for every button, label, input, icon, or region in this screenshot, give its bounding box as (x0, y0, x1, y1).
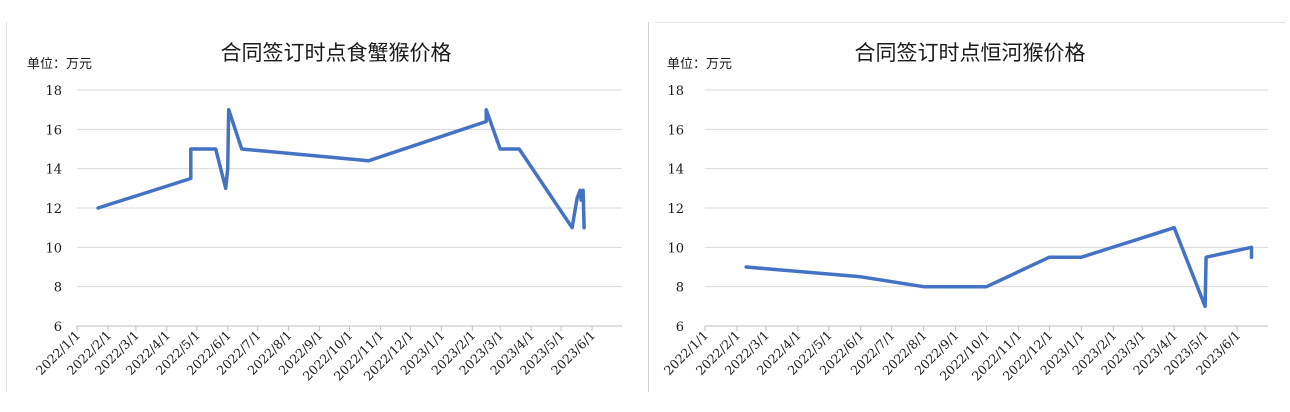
y-tick-label: 12 (45, 202, 62, 217)
panel-divider (648, 22, 649, 392)
y-tick-label: 16 (667, 123, 684, 138)
y-tick-label: 18 (45, 84, 62, 99)
left-border (6, 22, 7, 392)
y-tick-label: 16 (45, 123, 62, 138)
price-series-line (744, 225, 1254, 309)
y-tick-label: 14 (667, 163, 684, 178)
chart-rhesus-macaque: 合同签订时点恒河猴价格单位：万元6810121416182022/1/12022… (661, 41, 1268, 383)
price-series-line (96, 107, 586, 230)
chart-panel-crab-eating-macaque: 合同签订时点食蟹猴价格 单位：万元 6 8 10 12 14 16 18 2022/1/1 2022… (27, 41, 622, 383)
y-tick-label: 18 (667, 84, 684, 99)
y-tick-label: 8 (54, 281, 62, 296)
top-border (655, 22, 1285, 23)
unit-label: 单位：万元 (27, 57, 92, 72)
y-tick-label: 10 (45, 241, 62, 256)
y-tick-label: 6 (676, 320, 684, 335)
unit-label: 单位：万元 (667, 57, 732, 72)
chart-crab-eating-macaque: 合同签订时点食蟹猴价格单位：万元6810121416182022/1/12022… (27, 41, 622, 383)
y-tick-label: 14 (45, 163, 62, 178)
chart-panel-rhesus-macaque: 合同签订时点恒河猴价格 单位：万元 6 8 10 12 14 16 18 2022/1/1 2022… (648, 0, 1290, 412)
y-tick-label: 10 (667, 241, 684, 256)
y-tick-label: 12 (667, 202, 684, 217)
chart-title: 合同签订时点食蟹猴价格 (221, 41, 452, 65)
y-tick-label: 8 (676, 281, 684, 296)
chart-title: 合同签订时点恒河猴价格 (855, 41, 1086, 65)
y-tick-label: 6 (54, 320, 62, 335)
